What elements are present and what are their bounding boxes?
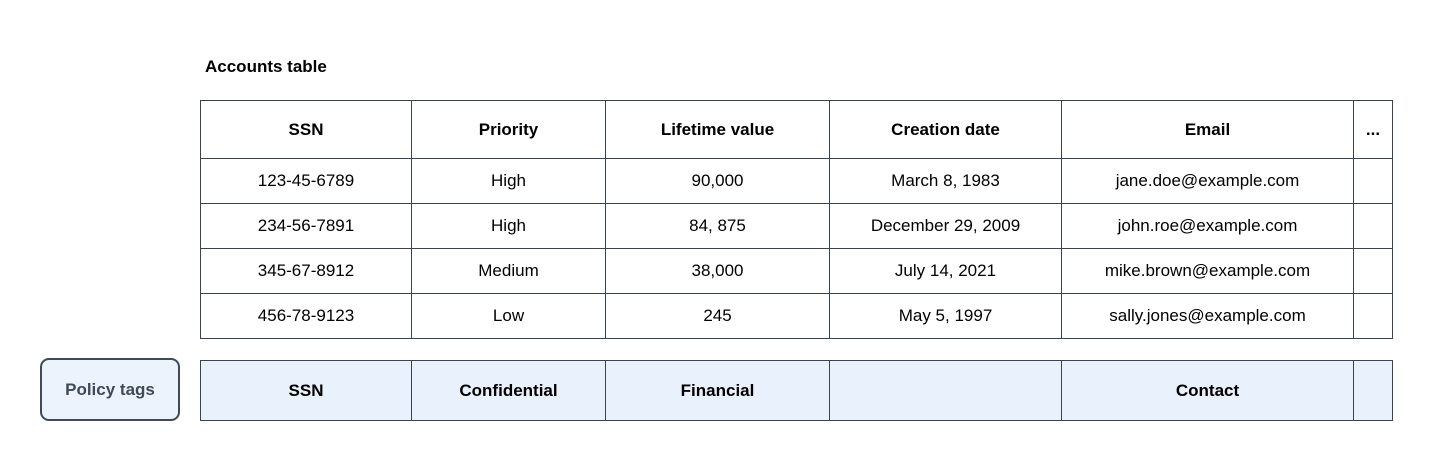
cell-ssn: 456-78-9123 [200, 293, 412, 339]
cell-ssn: 345-67-8912 [200, 248, 412, 294]
column-header-email: Email [1061, 100, 1354, 159]
column-header-priority: Priority [411, 100, 606, 159]
policy-tag-cell-ssn: SSN [200, 360, 412, 421]
cell-more [1353, 293, 1393, 339]
cell-more [1353, 203, 1393, 249]
cell-email: john.roe@example.com [1061, 203, 1354, 249]
cell-lifetime-value: 38,000 [605, 248, 830, 294]
policy-tag-row: SSN Confidential Financial Contact [200, 360, 1393, 421]
column-header-lifetime-value: Lifetime value [605, 100, 830, 159]
cell-email: sally.jones@example.com [1061, 293, 1354, 339]
cell-ssn: 234-56-7891 [200, 203, 412, 249]
accounts-table-header: SSN Priority Lifetime value Creation dat… [200, 100, 1393, 159]
cell-email: mike.brown@example.com [1061, 248, 1354, 294]
cell-creation-date: May 5, 1997 [829, 293, 1062, 339]
table-row: 234-56-7891 High 84, 875 December 29, 20… [200, 203, 1393, 249]
cell-priority: Medium [411, 248, 606, 294]
column-header-ssn: SSN [200, 100, 412, 159]
cell-priority: High [411, 158, 606, 204]
table-row: 123-45-6789 High 90,000 March 8, 1983 ja… [200, 158, 1393, 204]
policy-tag-cell-contact: Contact [1061, 360, 1354, 421]
policy-tags-row: SSN Confidential Financial Contact [200, 360, 1393, 421]
cell-creation-date: December 29, 2009 [829, 203, 1062, 249]
cell-creation-date: July 14, 2021 [829, 248, 1062, 294]
accounts-table: SSN Priority Lifetime value Creation dat… [200, 100, 1393, 339]
header-row: SSN Priority Lifetime value Creation dat… [200, 100, 1393, 159]
table-row: 345-67-8912 Medium 38,000 July 14, 2021 … [200, 248, 1393, 294]
cell-priority: High [411, 203, 606, 249]
cell-ssn: 123-45-6789 [200, 158, 412, 204]
accounts-table-body: 123-45-6789 High 90,000 March 8, 1983 ja… [200, 158, 1393, 339]
cell-lifetime-value: 90,000 [605, 158, 830, 204]
cell-creation-date: March 8, 1983 [829, 158, 1062, 204]
policy-tag-cell-empty [829, 360, 1062, 421]
cell-email: jane.doe@example.com [1061, 158, 1354, 204]
policy-tag-cell-empty-more [1353, 360, 1393, 421]
column-header-more: ... [1353, 100, 1393, 159]
cell-priority: Low [411, 293, 606, 339]
policy-tag-cell-financial: Financial [605, 360, 830, 421]
table-row: 456-78-9123 Low 245 May 5, 1997 sally.jo… [200, 293, 1393, 339]
policy-tags-chip-label: Policy tags [65, 379, 155, 399]
table-title: Accounts table [205, 57, 327, 76]
cell-lifetime-value: 245 [605, 293, 830, 339]
policy-tag-cell-confidential: Confidential [411, 360, 606, 421]
policy-tags-chip[interactable]: Policy tags [40, 358, 180, 421]
cell-more [1353, 158, 1393, 204]
cell-more [1353, 248, 1393, 294]
column-header-creation-date: Creation date [829, 100, 1062, 159]
cell-lifetime-value: 84, 875 [605, 203, 830, 249]
